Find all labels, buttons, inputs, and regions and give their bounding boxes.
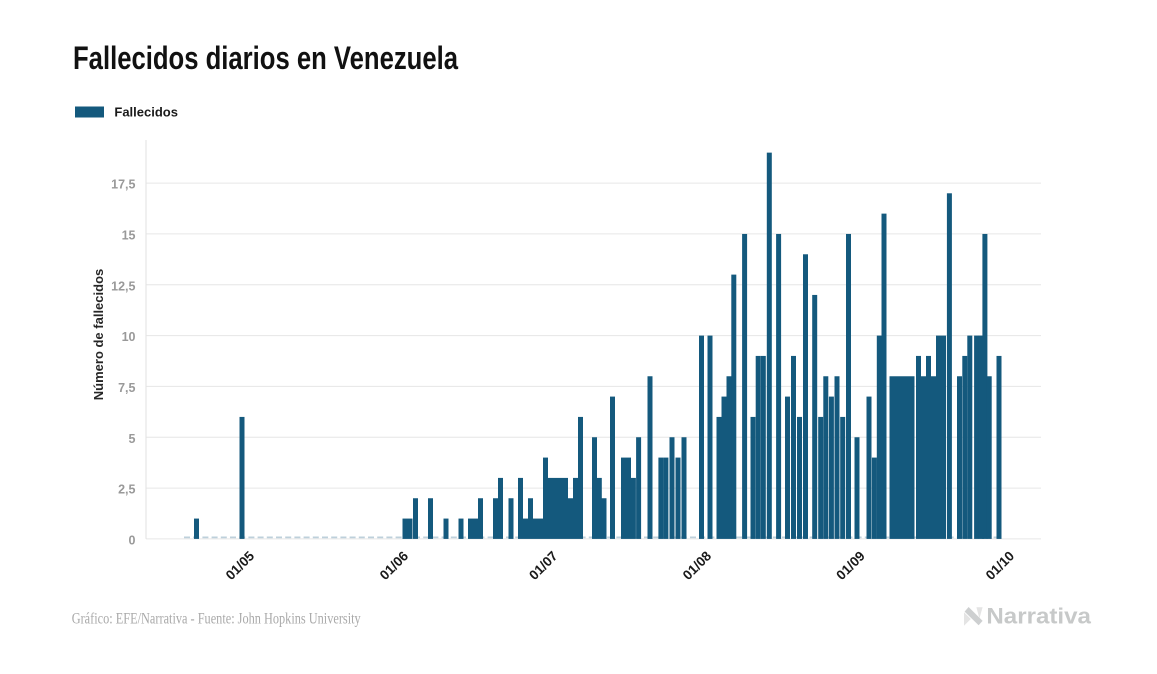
svg-text:2,5: 2,5 bbox=[118, 483, 135, 497]
svg-text:Número de fallecidos: Número de fallecidos bbox=[91, 269, 106, 400]
svg-text:17,5: 17,5 bbox=[111, 178, 135, 192]
svg-text:15: 15 bbox=[122, 228, 136, 242]
svg-text:Narrativa: Narrativa bbox=[986, 604, 1091, 629]
svg-text:10: 10 bbox=[122, 330, 136, 344]
svg-text:Fallecidos: Fallecidos bbox=[114, 105, 178, 120]
svg-text:0: 0 bbox=[129, 533, 136, 547]
svg-text:Gráfico: EFE/Narrativa - Fuent: Gráfico: EFE/Narrativa - Fuente: John Ho… bbox=[72, 611, 361, 628]
svg-text:Fallecidos diarios en Venezuel: Fallecidos diarios en Venezuela bbox=[73, 40, 458, 76]
svg-text:12,5: 12,5 bbox=[111, 279, 135, 293]
svg-text:5: 5 bbox=[129, 432, 136, 446]
svg-text:7,5: 7,5 bbox=[118, 381, 135, 395]
